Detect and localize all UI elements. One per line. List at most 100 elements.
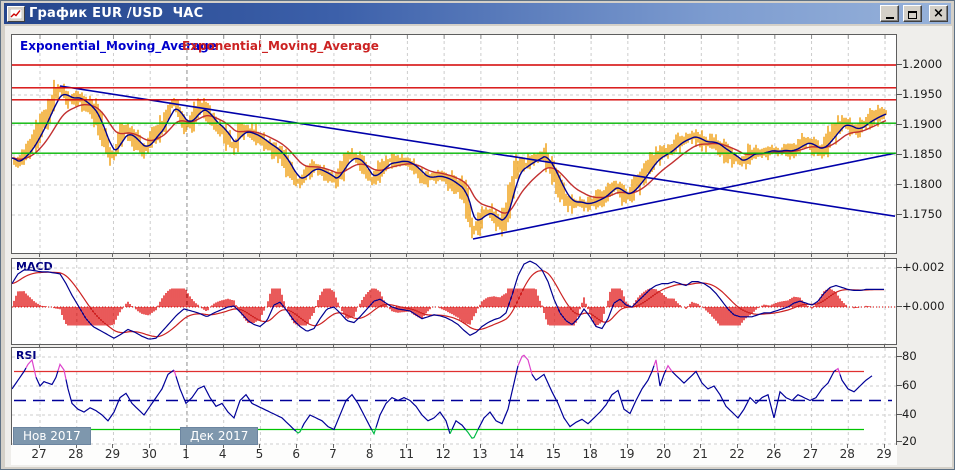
date-axis-label: 28 [839, 447, 855, 461]
date-axis-label: 15 [545, 447, 561, 461]
date-tick [75, 444, 77, 448]
date-tick [222, 444, 224, 448]
date-tick [259, 344, 261, 348]
date-tick [626, 253, 628, 257]
date-tick [259, 444, 261, 448]
date-axis-label: 11 [398, 447, 415, 461]
date-axis-label: 4 [218, 447, 227, 461]
date-axis-label: 8 [365, 447, 374, 461]
date-tick [479, 444, 481, 448]
date-axis-label: 6 [292, 447, 300, 461]
date-tick [39, 344, 40, 348]
axis-tick [896, 441, 902, 442]
rsi-axis-label: 60 [902, 378, 917, 392]
date-tick [553, 253, 555, 257]
date-tick [884, 344, 886, 348]
axis-tick [896, 385, 902, 386]
date-tick [884, 253, 886, 257]
chart-icon [7, 5, 25, 22]
date-tick [847, 344, 849, 348]
date-tick [369, 444, 371, 448]
date-tick [663, 253, 665, 257]
date-tick [149, 344, 151, 348]
month-badge-nov: Нов 2017 [14, 428, 90, 444]
axis-tick [896, 184, 902, 185]
axis-tick [896, 267, 902, 268]
date-axis-label: 18 [582, 447, 598, 461]
close-button[interactable]: × [929, 5, 948, 22]
date-axis-label: 29 [876, 447, 892, 461]
date-tick [626, 344, 628, 348]
month-separator-tick [186, 445, 187, 459]
date-tick [112, 344, 114, 348]
price-axis-label: 1.2000 [902, 57, 943, 71]
date-tick [737, 253, 739, 257]
date-tick [296, 253, 298, 257]
date-tick [663, 444, 665, 448]
date-axis-label: 7 [329, 447, 337, 461]
price-chart-panel[interactable]: Exponential_Moving_Average Exponential_M… [11, 34, 897, 254]
date-axis-label: 1 [182, 447, 190, 461]
axis-tick [896, 214, 902, 215]
date-tick [700, 344, 702, 348]
date-axis-label: 20 [655, 447, 672, 461]
date-tick [443, 444, 445, 448]
macd-panel[interactable]: MACD [11, 258, 897, 345]
rsi-axis-label: 20 [902, 434, 917, 448]
axis-tick [896, 414, 902, 415]
macd-axis-label: +0.000 [902, 299, 945, 313]
date-tick [773, 253, 775, 257]
date-axis-label: 22 [729, 447, 745, 461]
rsi-label: RSI [16, 349, 37, 362]
maximize-icon [908, 11, 917, 19]
date-axis-label: 14 [508, 447, 525, 461]
date-tick [516, 253, 518, 257]
date-tick [39, 253, 40, 257]
date-tick [443, 253, 445, 257]
date-tick [773, 444, 775, 448]
date-tick [332, 444, 334, 448]
axis-tick [896, 154, 902, 155]
chart-client-area: Exponential_Moving_Average Exponential_M… [5, 26, 952, 467]
date-tick [626, 444, 628, 448]
date-tick [406, 444, 408, 448]
date-axis-label: 28 [68, 447, 84, 461]
date-tick [185, 444, 187, 448]
window-titlebar[interactable]: График EUR /USD ЧАС × [4, 3, 951, 24]
date-tick [810, 344, 812, 348]
date-tick [737, 344, 739, 348]
date-tick [296, 444, 298, 448]
date-tick [553, 444, 555, 448]
minimize-button[interactable] [880, 5, 899, 22]
date-tick [516, 344, 518, 348]
date-tick [590, 253, 592, 257]
date-axis-label: 27 [802, 447, 819, 461]
date-axis-label: 5 [255, 447, 264, 461]
price-axis-label: 1.1900 [902, 117, 943, 131]
date-tick [479, 344, 481, 348]
ema-slow-legend: Exponential_Moving_Average [182, 39, 379, 53]
date-axis-label: 13 [472, 447, 488, 461]
date-tick [443, 344, 445, 348]
date-tick [847, 444, 849, 448]
date-tick [479, 253, 481, 257]
date-axis-label: 27 [31, 447, 47, 461]
date-tick [185, 253, 187, 257]
date-tick [369, 344, 371, 348]
date-tick [149, 444, 151, 448]
date-tick [222, 344, 224, 348]
date-tick [222, 253, 224, 257]
date-tick [884, 444, 886, 448]
price-axis-label: 1.1800 [902, 177, 943, 191]
rsi-panel[interactable]: RSI [11, 347, 897, 446]
date-tick [773, 344, 775, 348]
date-axis-label: 30 [141, 447, 157, 461]
window-title: График EUR /USD ЧАС [29, 6, 204, 21]
maximize-button[interactable] [903, 5, 922, 22]
date-tick [590, 444, 592, 448]
axis-tick [896, 64, 902, 65]
date-tick [112, 444, 114, 448]
date-tick [406, 344, 408, 348]
date-tick [75, 344, 77, 348]
date-tick [369, 253, 371, 257]
